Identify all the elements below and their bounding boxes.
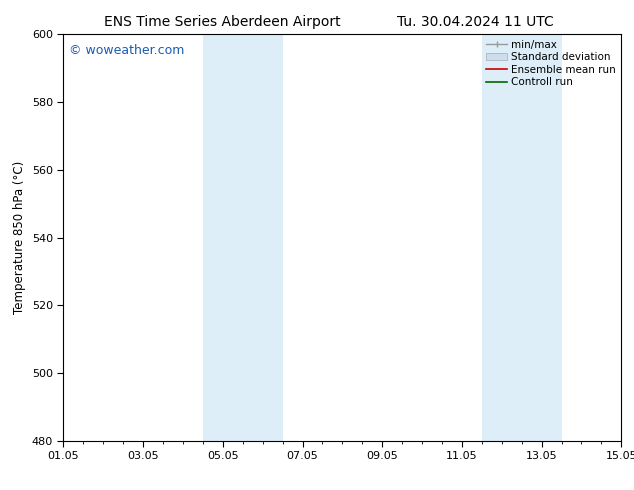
Text: © woweather.com: © woweather.com — [69, 45, 184, 57]
Text: ENS Time Series Aberdeen Airport: ENS Time Series Aberdeen Airport — [103, 15, 340, 29]
Bar — [203, 34, 283, 441]
Text: Tu. 30.04.2024 11 UTC: Tu. 30.04.2024 11 UTC — [397, 15, 554, 29]
Legend: min/max, Standard deviation, Ensemble mean run, Controll run: min/max, Standard deviation, Ensemble me… — [484, 37, 618, 89]
Y-axis label: Temperature 850 hPa (°C): Temperature 850 hPa (°C) — [13, 161, 26, 314]
Bar — [482, 34, 562, 441]
